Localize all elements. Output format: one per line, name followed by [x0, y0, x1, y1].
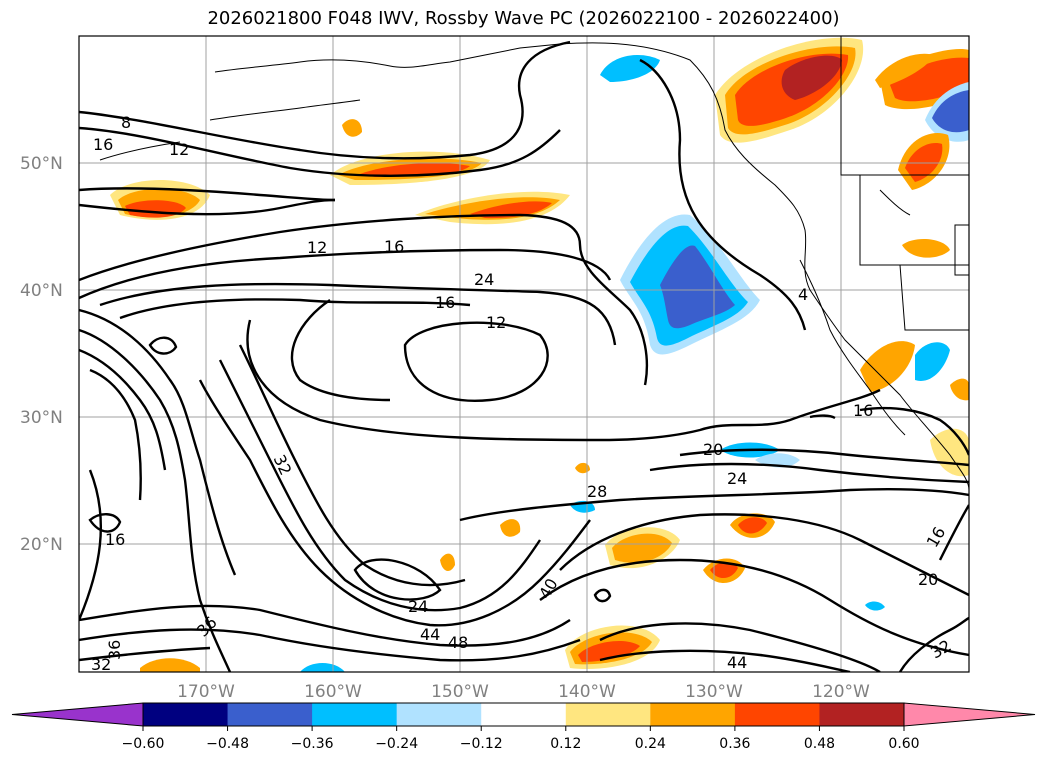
contour-label: 8	[121, 113, 131, 132]
colorbar-segment	[227, 703, 313, 726]
contour-label: 24	[474, 270, 494, 289]
contour-label: 20	[918, 570, 938, 589]
lon-tick-label: 130°W	[685, 682, 743, 702]
contour-label: 4	[798, 285, 808, 304]
lon-tick-label: 140°W	[558, 682, 616, 702]
contour-label: 16	[93, 135, 113, 154]
lat-tick-label: 30°N	[20, 408, 63, 428]
lon-tick-label: 150°W	[431, 682, 489, 702]
contour-label: 16	[435, 293, 455, 312]
colorbar-tick-label: 0.48	[804, 736, 835, 752]
colorbar-segment	[565, 703, 651, 726]
contour-label: 24	[727, 469, 747, 488]
colorbar-frame	[142, 702, 905, 727]
colorbar-tick-label: −0.60	[122, 736, 165, 752]
contour-label: 48	[448, 633, 468, 652]
colorbar-tick-label: 0.12	[550, 736, 581, 752]
anomaly-positive-cal2	[902, 238, 950, 258]
anomaly-positive-sub8	[575, 462, 590, 474]
anomaly-negative-ne	[932, 90, 969, 133]
contour-label: 16	[384, 237, 404, 256]
anomaly-positive-alaska	[781, 55, 842, 100]
colorbar-tick-label: 0.36	[719, 736, 750, 752]
anomaly-positive-baja2	[950, 378, 969, 401]
plot-frame	[78, 35, 970, 673]
colorbar-segment	[650, 703, 736, 726]
contour-label: 36	[105, 640, 124, 660]
colorbar-tick-label: 0.24	[635, 736, 666, 752]
anomaly-positive-gulf2	[875, 53, 935, 88]
colorbar-extend-low	[11, 702, 144, 727]
anomaly-positive-small	[342, 119, 362, 137]
contour-label: 44	[727, 653, 747, 672]
anomaly-positive-calcoast	[860, 341, 915, 392]
anomaly-negative-calcoast	[915, 342, 950, 381]
lat-tick-label: 50°N	[20, 154, 63, 174]
colorbar-tick-label: −0.36	[291, 736, 334, 752]
lon-tick-label: 160°W	[304, 682, 362, 702]
anomaly-positive-sub1	[612, 533, 672, 563]
colorbar-segment	[143, 703, 229, 726]
anomaly-negative-sub7	[300, 663, 345, 672]
plot-area	[79, 36, 969, 672]
anomaly-positive-sub3	[710, 562, 738, 579]
colorbar-tick-label: −0.48	[206, 736, 249, 752]
anomaly-positive-sub4	[578, 640, 640, 662]
lon-ticks: 170°W 160°W 150°W 140°W 130°W 120°W	[177, 682, 870, 702]
colorbar-segment	[312, 703, 398, 726]
figure-title: 2026021800 F048 IWV, Rossby Wave PC (202…	[207, 8, 840, 29]
contour-label: 20	[703, 440, 723, 459]
contour-label: 16	[105, 530, 125, 549]
anomaly-negative-east	[660, 245, 735, 329]
contour-label: 16	[853, 401, 873, 420]
contour-label: 28	[587, 482, 607, 501]
anomaly-positive-48n	[470, 201, 552, 219]
contour-label: 12	[169, 140, 189, 159]
contour-label: 24	[408, 597, 428, 616]
anomaly-positive-sub6	[140, 658, 200, 672]
colorbar-segment	[481, 703, 567, 726]
colorbar-segment	[734, 703, 820, 726]
contour-label: 12	[307, 238, 327, 257]
iwv-contours	[79, 40, 969, 672]
contour-label: 44	[420, 625, 440, 644]
coastlines	[99, 36, 969, 491]
contour-label: 12	[486, 313, 506, 332]
lat-tick-label: 20°N	[20, 535, 63, 555]
anomaly-positive-sub5	[500, 519, 521, 537]
anomaly-positive-sub10	[440, 553, 455, 572]
colorbar-segment	[396, 703, 482, 726]
colorbar-extend-high	[903, 702, 1036, 727]
lat-ticks: 20°N 30°N 40°N 50°N	[20, 154, 63, 555]
contour-label: 32	[91, 655, 111, 674]
lat-tick-label: 40°N	[20, 281, 63, 301]
colorbar-tick-label: 0.60	[888, 736, 919, 752]
lon-tick-label: 170°W	[177, 682, 235, 702]
colorbar-segment	[819, 703, 905, 726]
lon-tick-label: 120°W	[812, 682, 870, 702]
colorbar-tick-label: −0.12	[460, 736, 503, 752]
anomaly-positive-sub2	[738, 517, 767, 534]
anomaly-negative-sub11	[865, 601, 885, 611]
colorbar-tick-label: −0.24	[375, 736, 418, 752]
colorbar: −0.60 −0.48 −0.36 −0.24 −0.12 0.12 0.24 0.36 0.4…	[11, 702, 1036, 752]
